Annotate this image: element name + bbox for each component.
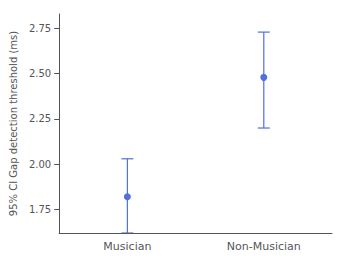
svg-text:Musician: Musician bbox=[103, 240, 151, 253]
svg-text:2.00: 2.00 bbox=[29, 159, 51, 170]
svg-text:1.75: 1.75 bbox=[29, 204, 51, 215]
svg-text:2.50: 2.50 bbox=[29, 68, 51, 79]
svg-text:Non-Musician: Non-Musician bbox=[227, 240, 301, 253]
svg-text:2.75: 2.75 bbox=[29, 23, 51, 34]
svg-text:95% CI Gap detection threshold: 95% CI Gap detection threshold (ms) bbox=[8, 31, 19, 216]
svg-text:2.25: 2.25 bbox=[29, 113, 51, 124]
